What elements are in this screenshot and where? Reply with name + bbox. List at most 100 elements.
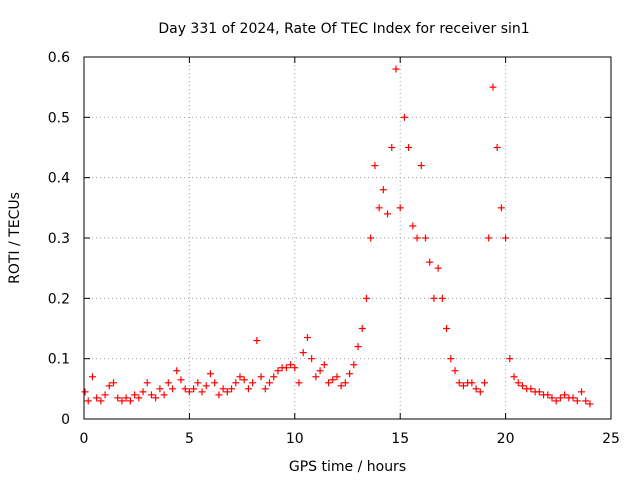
data-point [308, 355, 316, 363]
data-point [81, 388, 89, 396]
x-tick-label: 15 [391, 431, 409, 447]
y-tick-label: 0.5 [48, 110, 70, 126]
data-point [160, 391, 168, 399]
data-point [455, 379, 463, 387]
data-point [514, 379, 522, 387]
data-point [333, 373, 341, 381]
data-point [510, 373, 518, 381]
data-point [320, 361, 328, 369]
data-point [481, 379, 489, 387]
data-point [110, 379, 118, 387]
data-point [274, 367, 282, 375]
y-axis-label: ROTI / TECUs [7, 192, 23, 284]
data-point [164, 379, 172, 387]
data-point [443, 325, 451, 332]
y-tick-label: 0 [61, 412, 70, 428]
data-point [421, 234, 429, 242]
data-point [426, 258, 434, 266]
data-point [202, 382, 210, 390]
data-point [93, 394, 101, 402]
y-tick-label: 0.2 [48, 291, 70, 307]
data-point [451, 367, 459, 375]
data-point [325, 379, 333, 387]
data-point [177, 376, 185, 384]
data-point [185, 388, 193, 396]
data-point [417, 162, 425, 170]
data-point [181, 385, 189, 393]
data-point [126, 397, 134, 405]
data-point [493, 144, 501, 151]
data-point [346, 370, 354, 378]
data-point [569, 394, 577, 402]
data-point [438, 294, 446, 302]
data-point [502, 234, 510, 242]
data-point [371, 162, 379, 170]
data-point [257, 373, 265, 381]
data-point [194, 379, 202, 387]
data-point [413, 234, 421, 242]
data-point [295, 379, 303, 387]
data-point [400, 113, 408, 121]
data-point [190, 385, 198, 393]
data-point [535, 388, 543, 396]
data-point [518, 382, 526, 390]
data-point [362, 294, 370, 302]
data-point [341, 379, 349, 387]
data-point [527, 385, 535, 393]
data-point [544, 391, 552, 399]
axis-ticks: 0 5 10 15 20 25 0 0.1 0.2 0.3 0.4 0.5 0.6 [48, 50, 620, 447]
data-point [396, 204, 404, 212]
data-point [405, 144, 413, 151]
data-point [367, 234, 375, 242]
data-point [497, 204, 505, 212]
data-point [552, 397, 560, 405]
data-point [253, 337, 261, 345]
y-tick-label: 0.6 [48, 50, 70, 66]
data-point [299, 349, 307, 357]
data-point [223, 388, 231, 396]
data-point [152, 394, 160, 402]
data-point [88, 373, 96, 381]
y-tick-label: 0.4 [48, 171, 70, 187]
data-point [312, 373, 320, 381]
grid [84, 57, 611, 419]
data-point [105, 382, 113, 390]
data-point [354, 343, 362, 351]
data-point [472, 385, 480, 393]
data-point [573, 397, 581, 405]
data-point [118, 397, 126, 405]
data-point [228, 385, 236, 393]
data-point [131, 391, 139, 399]
x-tick-label: 20 [497, 431, 515, 447]
data-point [244, 385, 252, 393]
chart-title: Day 331 of 2024, Rate Of TEC Index for r… [158, 21, 529, 37]
data-point [409, 222, 417, 230]
x-axis-label: GPS time / hours [289, 459, 406, 475]
y-tick-label: 0.3 [48, 231, 70, 247]
data-point [506, 355, 514, 363]
data-point [434, 264, 442, 272]
data-point [316, 367, 324, 375]
data-point [198, 388, 206, 396]
data-point [261, 385, 269, 393]
data-point [232, 379, 240, 387]
data-point [337, 382, 345, 390]
data-point [459, 382, 467, 390]
x-tick-label: 0 [80, 431, 89, 447]
data-point [556, 394, 564, 402]
data-point [485, 234, 493, 242]
x-tick-label: 10 [286, 431, 304, 447]
data-point [156, 385, 164, 393]
data-point [548, 394, 556, 402]
data-point [240, 376, 248, 384]
data-point [586, 400, 594, 408]
data-point [379, 186, 387, 194]
data-point [375, 204, 383, 212]
data-point [249, 379, 257, 387]
data-point [447, 355, 455, 363]
data-point [135, 394, 143, 402]
data-point [101, 391, 109, 399]
data-point [211, 379, 219, 387]
plot-frame [83, 56, 612, 420]
